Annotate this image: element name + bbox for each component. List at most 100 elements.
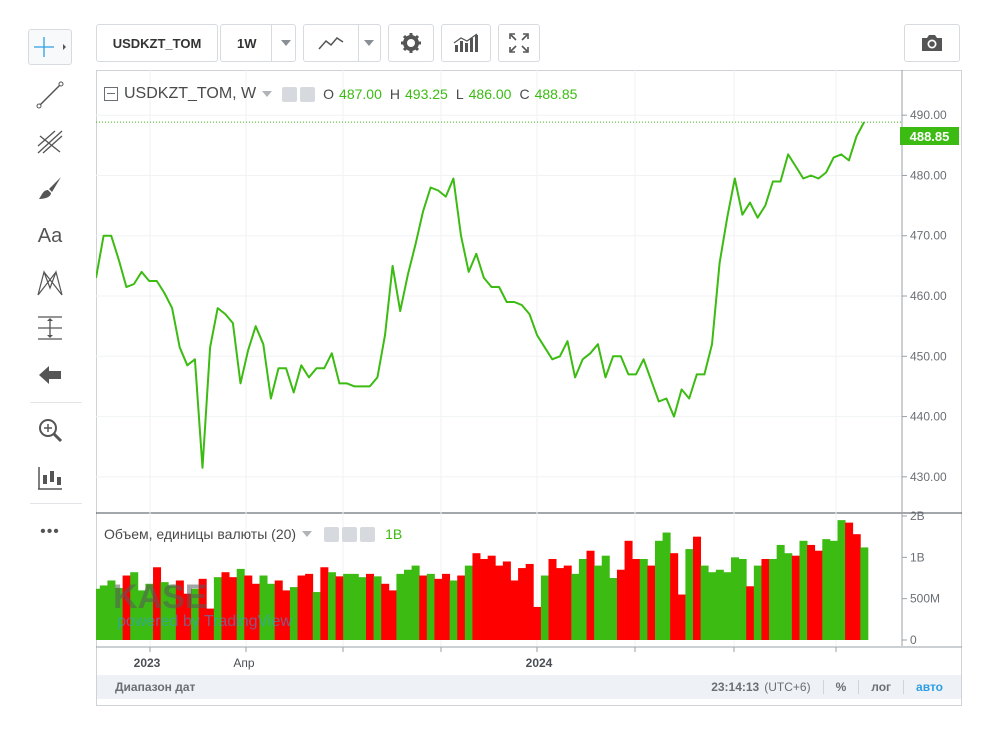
bar-replay-icon[interactable]: [28, 460, 72, 496]
toolbar-separator: [30, 402, 82, 403]
volume-bar: [685, 549, 694, 640]
price-series-line: [96, 121, 865, 469]
volume-bar: [168, 585, 177, 640]
volume-bar: [305, 573, 314, 640]
indicators-icon: [453, 33, 478, 52]
x-tick-label: 2023: [134, 656, 161, 670]
volume-bar: [738, 558, 747, 640]
volume-bar: [343, 573, 352, 640]
volume-bar: [632, 558, 641, 640]
volume-bar: [259, 575, 268, 640]
collapse-icon[interactable]: [104, 87, 118, 101]
top-toolbar: USDKZT_TOM 1W: [96, 24, 962, 64]
volume-bar: [791, 555, 800, 640]
chart-svg[interactable]: 430.00 440.00 450.00 460.00 470.00 480.00 490.…: [96, 70, 962, 675]
pattern-icon[interactable]: [28, 265, 72, 301]
volume-bar: [578, 558, 587, 640]
legend-title: USDKZT_TOM, W: [124, 85, 257, 102]
volume-bar: [327, 572, 336, 640]
measure-icon[interactable]: [28, 310, 72, 346]
chevron-down-icon[interactable]: [262, 91, 273, 97]
volume-bar: [107, 580, 116, 640]
volume-bar: [723, 572, 732, 640]
visibility-icon[interactable]: [282, 86, 298, 102]
back-arrow-icon[interactable]: [28, 357, 72, 393]
close-icon[interactable]: [360, 526, 376, 542]
volume-bar: [457, 575, 466, 640]
volume-bar: [616, 569, 625, 640]
volume-bar: [388, 590, 397, 640]
gear-icon: [401, 33, 421, 53]
volume-bar: [693, 536, 702, 640]
last-price-label: 488.85: [900, 127, 959, 145]
volume-bar: [442, 573, 451, 640]
chart-area[interactable]: [96, 70, 962, 706]
fullscreen-button[interactable]: [498, 24, 540, 62]
volume-bar: [563, 565, 572, 640]
interval-button[interactable]: 1W: [220, 24, 296, 62]
volume-bar: [236, 568, 245, 640]
volume-bar: [335, 576, 344, 640]
date-range-button[interactable]: Диапазон дат: [115, 680, 196, 694]
indicators-button[interactable]: [441, 24, 491, 62]
logo-text: KASE: [113, 578, 207, 616]
y-tick-label: 430.00: [910, 470, 947, 484]
volume-bar: [837, 520, 846, 640]
fullscreen-icon: [509, 33, 529, 53]
kase-logo: KASE powered by TradingView: [113, 574, 313, 635]
volume-bar: [153, 567, 162, 640]
clock-time: 23:14:13: [711, 680, 760, 694]
volume-bar: [350, 573, 359, 640]
volume-bar: [502, 561, 511, 640]
chart-type-button[interactable]: [303, 24, 381, 62]
volume-bar: [411, 565, 420, 640]
text-icon[interactable]: Aa: [37, 224, 63, 247]
log-button[interactable]: лог: [871, 680, 892, 694]
settings-icon[interactable]: [342, 526, 358, 542]
series-legend[interactable]: USDKZT_TOM, W O 487.00 H 493.25 L 486.00…: [104, 83, 577, 105]
volume-bar: [381, 583, 390, 640]
pitchfork-icon[interactable]: [28, 123, 72, 159]
symbol-search-button[interactable]: USDKZT_TOM: [96, 24, 218, 62]
volume-bar: [198, 578, 207, 640]
volume-bar: [267, 583, 276, 640]
y-tick-label: 450.00: [910, 349, 947, 363]
snapshot-button[interactable]: [904, 24, 960, 62]
interval-label: 1W: [237, 35, 257, 51]
chevron-down-icon[interactable]: [302, 531, 313, 537]
brush-icon[interactable]: [28, 170, 72, 206]
zoom-icon[interactable]: [28, 412, 72, 448]
volume-bar: [533, 606, 542, 640]
volume-bar: [548, 558, 557, 640]
volume-bar: [160, 582, 169, 640]
volume-tick-label: 500M: [910, 592, 940, 606]
volume-bar: [419, 575, 428, 640]
volume-bar: [244, 575, 253, 640]
visibility-icon[interactable]: [324, 526, 340, 542]
volume-bar: [807, 544, 816, 640]
timezone-label[interactable]: (UTC+6): [764, 680, 811, 694]
volume-bar: [708, 572, 717, 640]
volume-bar: [449, 580, 458, 640]
chevron-down-icon: [364, 40, 374, 46]
volume-bar: [571, 573, 580, 640]
volume-bar: [206, 608, 215, 640]
volume-legend[interactable]: Объем, единицы валюты (20) 1B: [104, 524, 402, 544]
volume-bar: [487, 555, 496, 640]
crosshair-icon[interactable]: [28, 29, 72, 65]
volume-bar: [175, 580, 184, 640]
settings-icon[interactable]: [300, 86, 316, 102]
more-icon[interactable]: •••: [40, 523, 60, 540]
percent-button[interactable]: %: [835, 680, 847, 694]
y-tick-label: 490.00: [910, 108, 947, 122]
settings-button[interactable]: [388, 24, 434, 62]
auto-button[interactable]: авто: [916, 680, 943, 694]
high-value: 493.25: [405, 86, 448, 102]
close-label: C: [519, 86, 530, 102]
volume-bar: [115, 587, 124, 640]
trend-line-icon[interactable]: [28, 77, 72, 113]
volume-bar: [464, 565, 473, 640]
volume-bar: [365, 573, 374, 640]
volume-bar: [274, 580, 283, 640]
volume-bar: [670, 553, 679, 640]
